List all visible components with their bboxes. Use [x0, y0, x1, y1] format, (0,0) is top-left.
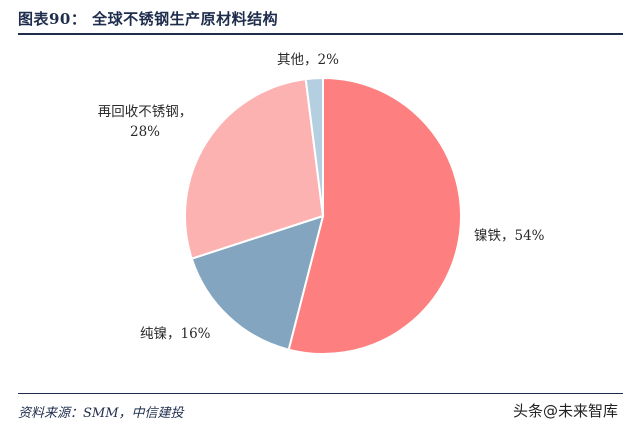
- slice-label-2: 再回收不锈钢， 28%: [98, 104, 193, 140]
- pie-slice-0: [287, 76, 462, 355]
- title-rule: [18, 33, 623, 35]
- footer-rule: [18, 393, 623, 394]
- watermark: 头条@未来智库: [513, 402, 619, 420]
- source-note: 资料来源：SMM，中信建投: [18, 406, 184, 421]
- slice-label-3: 其他，2%: [277, 52, 339, 68]
- slice-label-0: 镍铁，54%: [474, 228, 545, 244]
- slice-label-1: 纯镍，16%: [140, 326, 211, 342]
- pie-slice-2: [184, 77, 325, 260]
- pie-slice-3: [304, 76, 324, 217]
- chart-title: 图表90： 全球不锈钢生产原材料结构: [18, 10, 279, 28]
- pie-slice-1: [190, 214, 325, 351]
